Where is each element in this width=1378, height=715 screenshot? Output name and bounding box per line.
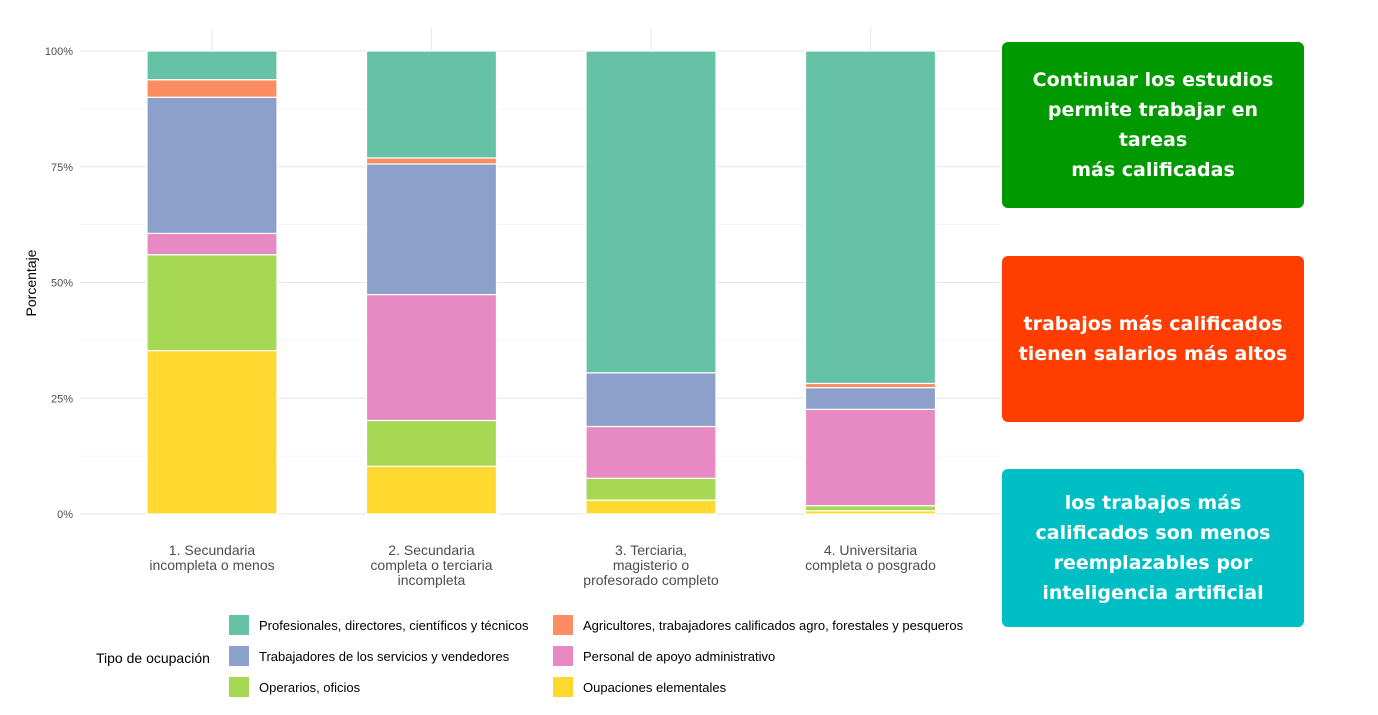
legend-label: Oupaciones elementales [583,680,727,695]
bar-segment [804,408,937,507]
bar-segment [146,254,278,352]
bar-segment [146,50,278,81]
legend-title: Tipo de ocupación [96,650,210,666]
bar-segment [585,477,717,501]
callout-1-line-1: Continuar los estudios [1032,69,1274,91]
bar-segment [804,50,937,385]
bar-segment [585,50,717,374]
y-tick-label: 0% [57,509,73,521]
y-tick-label: 50% [51,278,73,290]
legend-label: Agricultores, trabajadores calificados a… [583,618,964,633]
bar-segment [804,382,937,389]
legend-swatch [229,615,249,635]
bar-segment [804,387,937,410]
bar-segment [804,505,937,512]
bar-segment [365,163,498,296]
bar-segment [365,157,498,165]
callout-3-line-2: calificados son menos [1035,522,1271,544]
x-tick-label: 1. Secundaria incompleta o menos [149,542,274,573]
x-tick-label: 4. Universitaria completa o posgrado [805,542,936,573]
bar-segment [365,465,498,515]
legend-swatch [553,646,573,666]
callout-2-line-2: tienen salarios más altos [1018,343,1288,365]
callout-3-line-4: inteligencia artificial [1042,582,1264,604]
legend-label: Personal de apoyo administrativo [583,649,775,664]
bar-segment [585,499,717,515]
bar-segment [365,293,498,422]
legend-swatch [229,646,249,666]
x-tick-label: 2. Secundaria completa o terciaria incompl… [370,542,492,588]
bar-segment [146,79,278,98]
y-axis-title: Porcentaje [23,249,39,316]
callout-3-line-3: reemplazables por [1053,552,1253,574]
x-tick-label: 3. Terciaria, magisterio o profesorado com… [583,542,719,588]
y-tick-label: 25% [51,393,73,405]
legend-label: Operarios, oficios [259,680,361,695]
bar-segment [146,349,278,515]
bar-segment [146,96,278,235]
legend-swatch [553,615,573,635]
callout-1-line-2: permite trabajar en tareas [1047,99,1259,151]
legend-swatch [229,677,249,697]
bar-segment [585,425,717,479]
y-tick-label: 100% [45,46,73,58]
callout-salarios: trabajos más calificados tienen salarios… [1002,256,1304,422]
callout-continuar-estudios: Continuar los estudios permite trabajar … [1002,42,1304,208]
callout-3-line-1: los trabajos más [1064,492,1242,514]
bar-segment [365,50,498,159]
callout-2-line-1: trabajos más calificados [1023,313,1283,335]
legend-swatch [553,677,573,697]
legend-label: Profesionales, directores, científicos y… [259,618,529,633]
callout-inteligencia-artificial: los trabajos más calificados son menos r… [1002,469,1304,627]
legend-label: Trabajadores de los servicios y vendedor… [259,649,510,664]
bar-segment [146,232,278,256]
y-tick-label: 75% [51,162,73,174]
bar-segment [365,419,498,467]
callout-1-line-3: más calificadas [1071,159,1235,181]
bar-segment [585,372,717,428]
